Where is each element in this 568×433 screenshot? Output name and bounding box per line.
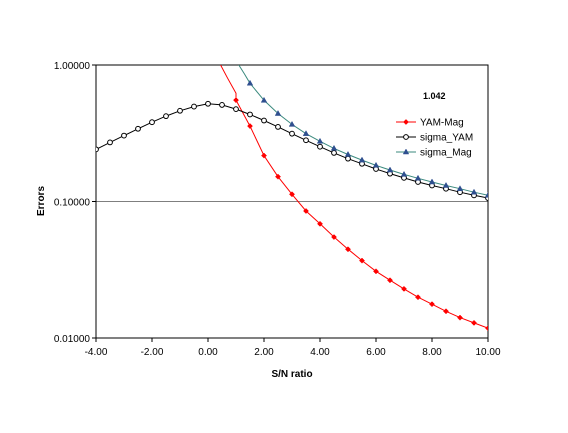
data-point-sigma-mag xyxy=(316,137,324,144)
y-tick-label: 1.00000 xyxy=(54,61,91,72)
data-point-sigma-yam xyxy=(261,117,267,124)
series-sigma-mag xyxy=(238,65,488,198)
data-point-yam-mag xyxy=(331,234,337,241)
data-point-sigma-yam xyxy=(275,123,281,130)
data-point-sigma-yam xyxy=(233,106,239,113)
data-point-yam-mag xyxy=(401,285,407,292)
data-point-sigma-mag xyxy=(414,174,422,181)
data-point-sigma-mag xyxy=(428,178,436,185)
data-point-sigma-mag xyxy=(470,188,478,195)
data-point-sigma-mag xyxy=(484,191,488,198)
series-yam-mag xyxy=(220,65,488,332)
y-axis-title: Errors xyxy=(36,186,47,216)
data-point-sigma-yam xyxy=(317,143,323,150)
x-tick-label: -4.00 xyxy=(85,347,108,358)
data-point-sigma-yam xyxy=(205,100,211,107)
data-point-yam-mag xyxy=(247,123,253,130)
data-point-sigma-yam xyxy=(121,132,127,139)
data-point-yam-mag xyxy=(317,220,323,227)
data-point-yam-mag xyxy=(443,308,449,315)
legend-item-sigma-yam: sigma_YAM xyxy=(396,133,473,144)
data-point-sigma-mag xyxy=(274,110,282,116)
data-point-sigma-yam xyxy=(107,139,113,146)
data-point-sigma-mag xyxy=(400,170,408,177)
data-point-yam-mag xyxy=(289,191,295,198)
data-point-sigma-yam xyxy=(219,102,225,108)
data-point-sigma-mag xyxy=(330,144,338,151)
x-tick-label: 0.00 xyxy=(198,347,218,358)
data-point-sigma-mag xyxy=(302,130,310,136)
x-tick-label: 2.00 xyxy=(254,347,274,358)
data-point-sigma-mag xyxy=(260,96,268,103)
series-line-yam-mag xyxy=(220,65,488,329)
data-point-yam-mag xyxy=(359,257,365,264)
data-point-sigma-mag xyxy=(442,181,450,188)
annotation-text: 1.042 xyxy=(423,91,446,101)
legend-item-sigma-mag: sigma_Mag xyxy=(396,148,472,159)
data-point-yam-mag xyxy=(387,277,393,284)
legend-item-yam-mag: YAM-Mag xyxy=(396,118,464,129)
data-point-sigma-yam xyxy=(247,111,253,118)
data-point-sigma-yam xyxy=(191,103,197,110)
data-point-yam-mag xyxy=(275,173,281,180)
data-point-sigma-yam xyxy=(289,130,295,137)
data-point-yam-mag xyxy=(429,301,435,308)
data-point-yam-mag xyxy=(345,246,351,253)
series-layer xyxy=(96,65,488,332)
x-tick-labels: -4.00 -2.00 0.00 2.00 4.00 6.00 8.00 10.00 xyxy=(85,347,501,358)
x-tick-label: 10.00 xyxy=(475,347,500,358)
legend-swatch-marker xyxy=(403,134,409,140)
legend-swatch-marker xyxy=(403,119,409,125)
data-point-sigma-yam xyxy=(177,107,183,114)
x-tick-label: 6.00 xyxy=(366,347,386,358)
data-point-sigma-mag xyxy=(246,79,254,86)
data-point-yam-mag xyxy=(457,314,463,321)
data-point-sigma-mag xyxy=(372,161,380,168)
data-point-sigma-yam xyxy=(163,113,169,120)
x-tick-label: -2.00 xyxy=(141,347,164,358)
legend-label: sigma_Mag xyxy=(420,148,472,159)
data-point-sigma-yam xyxy=(303,137,309,144)
data-point-yam-mag xyxy=(261,152,267,159)
y-tick-label: 0.10000 xyxy=(54,198,91,209)
data-point-sigma-yam xyxy=(96,146,99,153)
data-point-sigma-mag xyxy=(456,185,464,191)
y-tick-label: 0.01000 xyxy=(54,334,91,345)
data-point-sigma-yam xyxy=(149,119,155,126)
data-point-yam-mag xyxy=(373,268,379,275)
legend-label: YAM-Mag xyxy=(420,118,464,129)
legend-swatch-marker xyxy=(402,148,410,155)
data-point-sigma-mag xyxy=(288,120,296,127)
data-point-yam-mag xyxy=(485,325,488,332)
data-point-sigma-yam xyxy=(135,125,141,132)
data-point-yam-mag xyxy=(415,294,421,301)
legend-box xyxy=(392,111,482,157)
data-point-sigma-yam xyxy=(345,155,351,162)
x-tick-label: 8.00 xyxy=(422,347,442,358)
data-point-yam-mag xyxy=(471,319,477,326)
data-point-yam-mag xyxy=(233,97,239,104)
legend-label: sigma_YAM xyxy=(420,133,473,144)
x-axis-title: S/N ratio xyxy=(271,369,312,380)
data-point-sigma-mag xyxy=(386,166,394,173)
data-point-yam-mag xyxy=(303,208,309,214)
y-tick-labels: 0.01000 0.10000 1.00000 xyxy=(54,61,91,345)
data-point-sigma-mag xyxy=(358,156,366,163)
axes xyxy=(92,64,489,342)
data-point-sigma-yam xyxy=(331,150,337,156)
x-tick-label: 4.00 xyxy=(310,347,330,358)
data-point-sigma-mag xyxy=(344,150,352,157)
legend: YAM-Mag sigma_YAM sigma_Mag xyxy=(392,111,482,159)
